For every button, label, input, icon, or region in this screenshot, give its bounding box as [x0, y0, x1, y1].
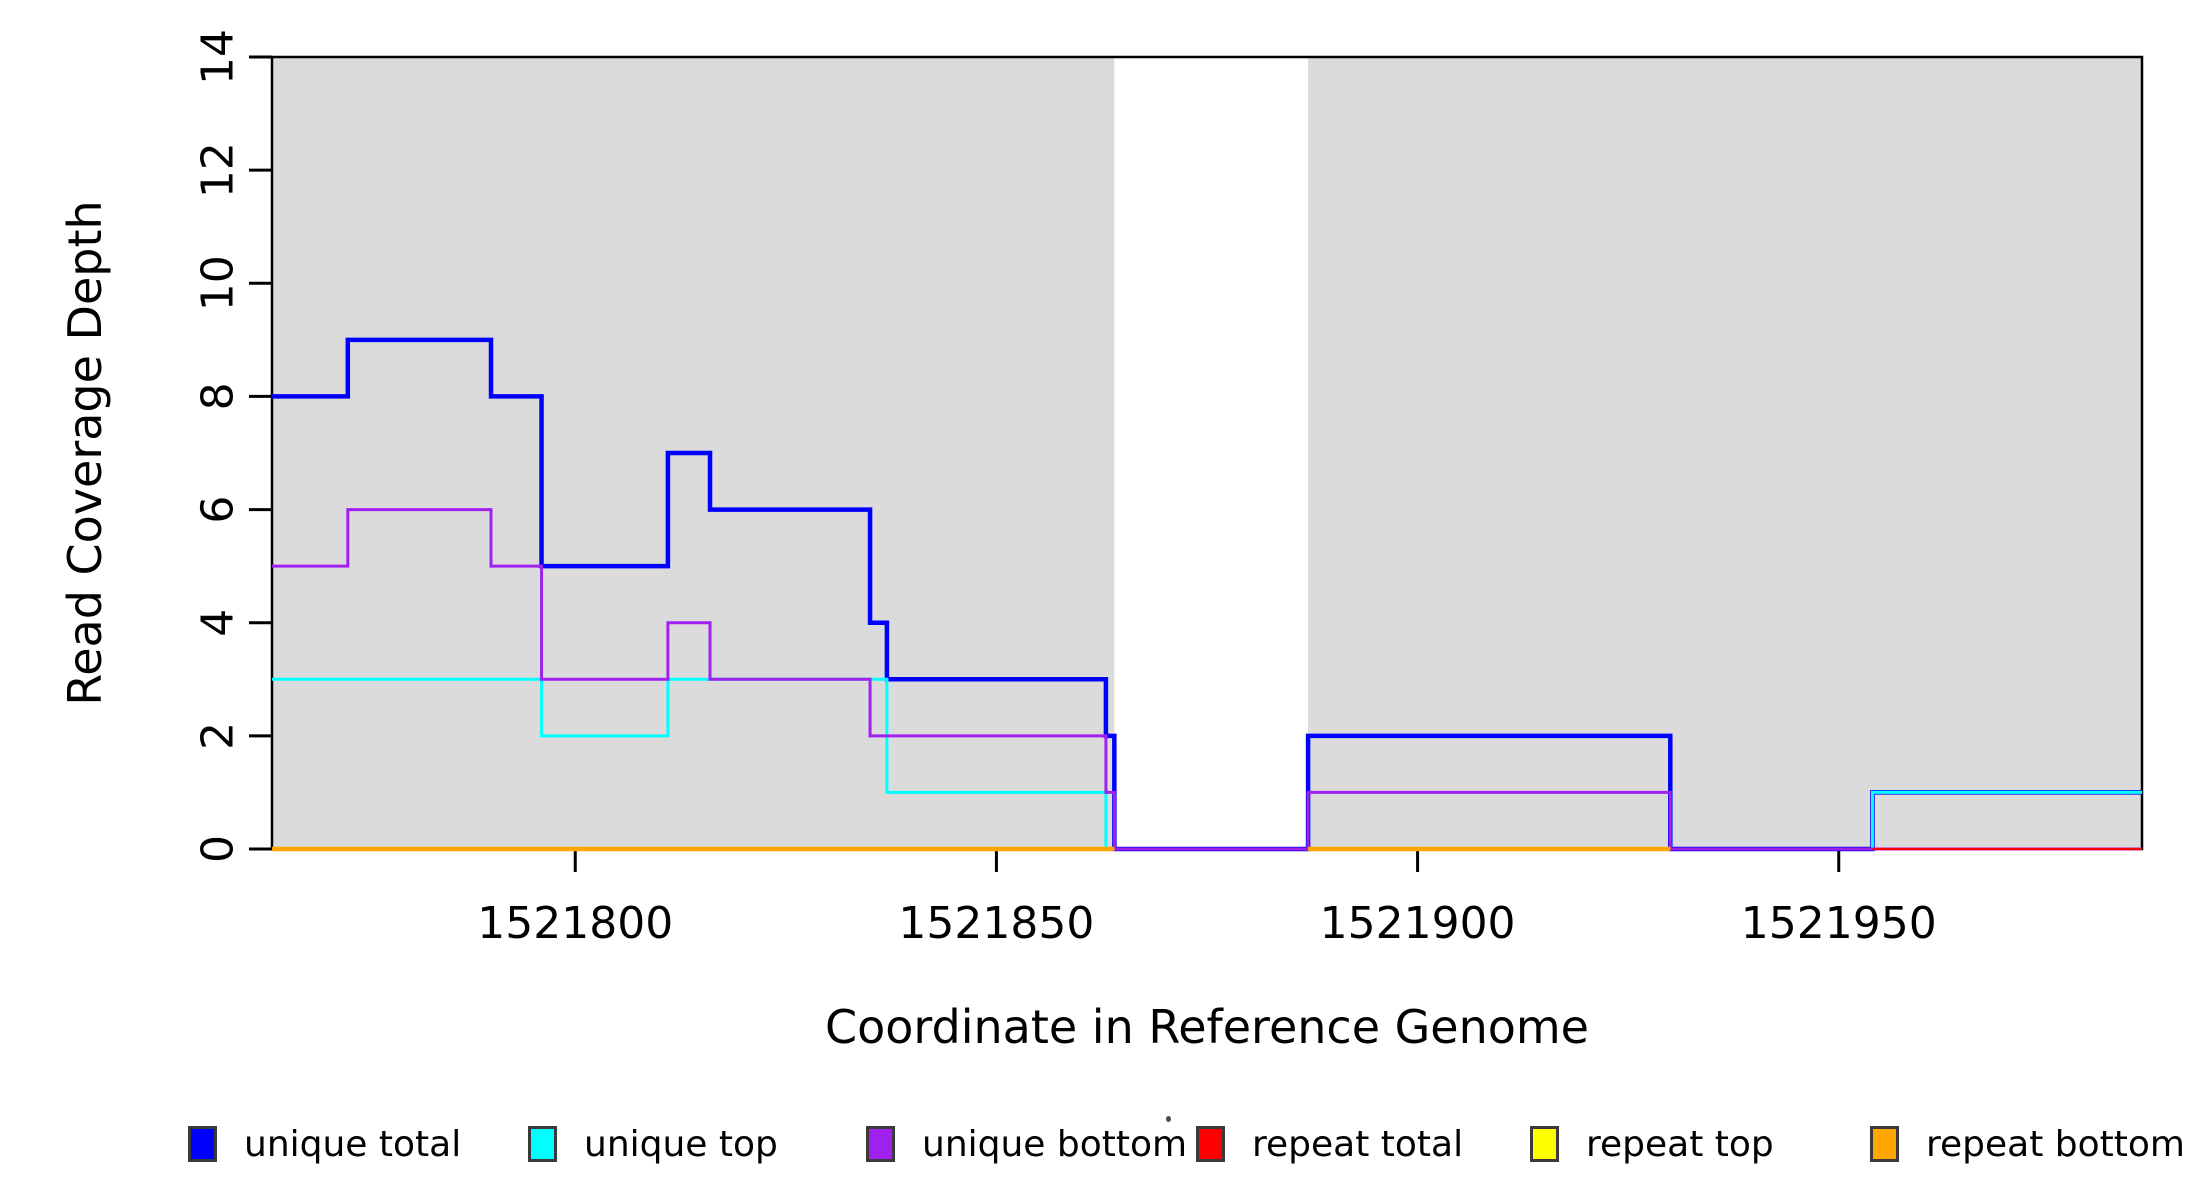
- y-tick-label: 6: [193, 496, 244, 524]
- legend-label: repeat total: [1252, 1123, 1464, 1165]
- y-tick-label: 4: [193, 609, 244, 637]
- legend-item-unique-total: unique total: [188, 1118, 461, 1170]
- series-unique-total: [272, 337, 2142, 852]
- y-tick-label: 12: [193, 142, 244, 198]
- repeat-total-swatch-icon: [1196, 1126, 1225, 1162]
- y-axis-title: Read Coverage Depth: [58, 200, 112, 706]
- y-tick-label: 10: [193, 255, 244, 311]
- legend-label: repeat top: [1586, 1123, 1774, 1165]
- legend-label: unique total: [244, 1123, 462, 1165]
- y-tick-label: 14: [193, 29, 244, 85]
- shaded-region: [1308, 57, 2142, 849]
- x-tick-label: 1521800: [477, 898, 673, 949]
- legend-label: repeat bottom: [1926, 1123, 2185, 1165]
- x-tick-label: 1521850: [898, 898, 1094, 949]
- legend-item-repeat-top: repeat top: [1530, 1118, 1774, 1170]
- x-tick-label: 1521950: [1741, 898, 1937, 949]
- legend-item-unique-top: unique top: [528, 1118, 778, 1170]
- legend: unique total unique top unique bottom re…: [0, 1118, 2200, 1170]
- x-tick-label: 1521900: [1320, 898, 1516, 949]
- legend-label: unique top: [584, 1123, 778, 1165]
- unique-bottom-swatch-icon: [866, 1126, 895, 1162]
- repeat-bottom-swatch-icon: [1870, 1126, 1899, 1162]
- stray-point-marker: [1166, 1116, 1171, 1122]
- legend-label: unique bottom: [922, 1123, 1188, 1165]
- repeat-top-swatch-icon: [1530, 1126, 1559, 1162]
- unique-total-swatch-icon: [188, 1126, 217, 1162]
- unique-top-swatch-icon: [528, 1126, 557, 1162]
- y-tick-label: 2: [193, 722, 244, 750]
- legend-item-repeat-total: repeat total: [1196, 1118, 1463, 1170]
- x-axis-title: Coordinate in Reference Genome: [825, 1000, 1589, 1054]
- legend-item-unique-bottom: unique bottom: [866, 1118, 1187, 1170]
- legend-item-repeat-bottom: repeat bottom: [1870, 1118, 2185, 1170]
- series-unique-bottom: [272, 508, 2142, 851]
- y-tick-label: 8: [193, 382, 244, 410]
- y-tick-label: 0: [193, 835, 244, 863]
